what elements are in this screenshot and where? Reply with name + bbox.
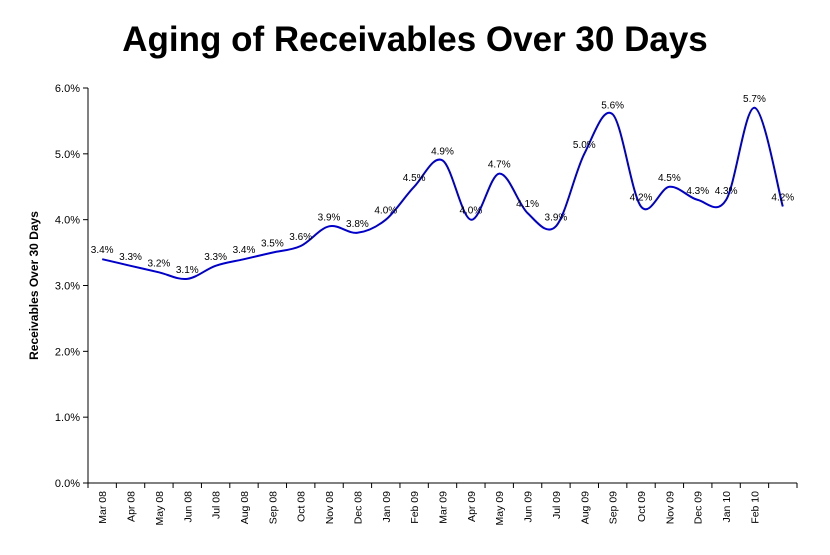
x-tick-label: Jun 08 <box>182 491 194 523</box>
data-label: 4.7% <box>488 160 511 171</box>
data-label: 3.1% <box>176 265 199 276</box>
y-axis-label: Receivables Over 30 Days <box>27 211 41 360</box>
y-tick-label: 0.0% <box>55 478 80 490</box>
data-labels: 3.4% 3.3% 3.2% 3.1% 3.3% 3.4% 3.5% 3.6% 3.9% 3.8%… <box>91 94 795 276</box>
data-label: 4.1% <box>516 199 539 210</box>
data-label: 3.3% <box>204 252 227 263</box>
x-ticks: Mar 08 Apr 08 May 08 Jun 08 Jul 08 Aug 08 Sep … <box>87 483 798 526</box>
x-tick-label: Jul 09 <box>551 491 563 519</box>
x-tick-label: Apr 08 <box>126 491 138 522</box>
y-tick-label: 2.0% <box>55 346 80 358</box>
y-tick-label: 1.0% <box>55 412 80 424</box>
x-tick-label: Sep 09 <box>608 491 620 524</box>
data-label: 4.0% <box>374 206 397 217</box>
x-tick-label: Apr 09 <box>466 491 478 522</box>
data-label: 4.5% <box>658 173 681 184</box>
data-label: 4.9% <box>431 146 454 157</box>
y-tick-label: 4.0% <box>55 215 80 227</box>
x-tick-label: Sep 08 <box>267 491 279 524</box>
data-label: 3.9% <box>318 212 341 223</box>
data-label: 3.4% <box>233 245 256 256</box>
data-label: 4.2% <box>771 193 794 204</box>
x-tick-label: Jan 10 <box>721 491 733 523</box>
x-tick-label: Aug 08 <box>239 491 251 524</box>
y-tick-label: 3.0% <box>55 281 80 293</box>
x-tick-label: Feb 09 <box>409 491 421 524</box>
y-tick-label: 5.0% <box>55 149 80 161</box>
x-tick-label: Feb 10 <box>749 491 761 524</box>
x-tick-label: Mar 08 <box>97 491 109 524</box>
chart-title: Aging of Receivables Over 30 Days <box>122 20 708 59</box>
data-label: 3.9% <box>545 212 568 223</box>
data-label: 3.3% <box>119 252 142 263</box>
data-label: 4.2% <box>630 193 653 204</box>
data-label: 5.0% <box>573 140 596 151</box>
series-line <box>101 106 784 281</box>
data-label: 4.3% <box>715 186 738 197</box>
data-label: 5.7% <box>743 94 766 105</box>
data-label: 3.2% <box>148 258 171 269</box>
x-tick-label: May 08 <box>154 491 166 526</box>
x-tick-label: Dec 09 <box>693 491 705 524</box>
data-label: 5.6% <box>601 100 624 111</box>
x-tick-label: Aug 09 <box>579 491 591 524</box>
x-tick-label: Mar 09 <box>438 491 450 524</box>
x-tick-label: Jan 09 <box>381 491 393 523</box>
data-label: 4.0% <box>459 206 482 217</box>
data-label: 3.5% <box>261 239 284 250</box>
x-tick-label: May 09 <box>494 491 506 526</box>
x-tick-label: Nov 09 <box>664 491 676 524</box>
data-label: 4.3% <box>686 186 709 197</box>
y-ticks: 0.0% 1.0% 2.0% 3.0% 4.0% 5.0% 6.0% <box>55 83 88 490</box>
x-tick-label: Oct 08 <box>296 491 308 522</box>
x-tick-label: Nov 08 <box>324 491 336 524</box>
data-label: 3.4% <box>91 245 114 256</box>
x-tick-label: Dec 08 <box>352 491 364 524</box>
y-tick-label: 6.0% <box>55 83 80 95</box>
data-label: 4.5% <box>403 173 426 184</box>
x-tick-label: Oct 09 <box>636 491 648 522</box>
data-label: 3.8% <box>346 219 369 230</box>
x-tick-label: Jun 09 <box>523 491 535 523</box>
x-tick-label: Jul 08 <box>211 491 223 519</box>
data-label: 3.6% <box>289 232 312 243</box>
